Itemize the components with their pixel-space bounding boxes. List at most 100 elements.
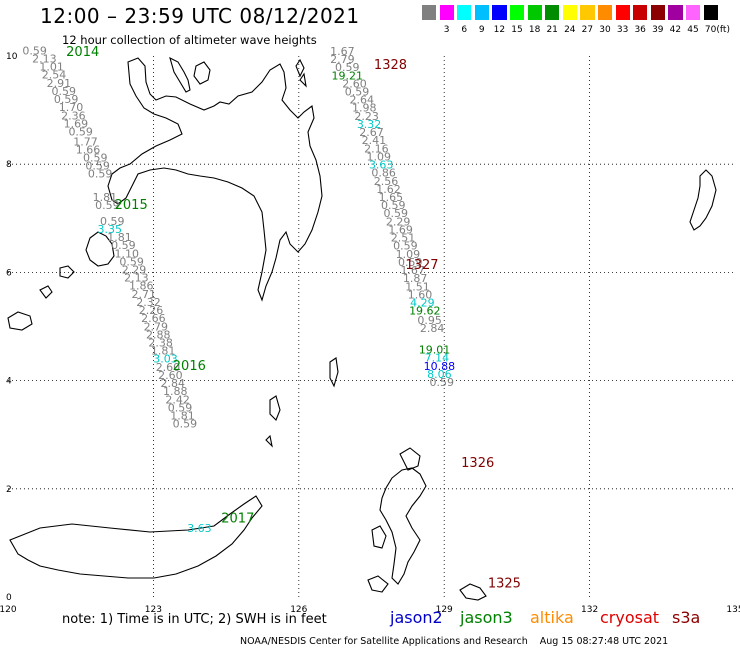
swh-value: 2.51 (391, 232, 416, 245)
legend-swatch (650, 5, 666, 20)
legend-label: 36 (634, 25, 646, 35)
legend-swatch (686, 5, 701, 20)
lat-tick-label: 8 (6, 160, 12, 170)
swh-value: 3.32 (357, 118, 382, 131)
swh-value: 2.42 (165, 393, 190, 406)
swh-value: 3.63 (187, 522, 212, 535)
legend-label: 3 (443, 25, 450, 35)
swh-value: 2.54 (42, 69, 67, 82)
swh-value: 10.88 (424, 360, 456, 373)
swh-value: 0.59 (85, 160, 110, 173)
swh-value: 1.77 (73, 135, 98, 148)
swh-value: 2.64 (350, 94, 375, 107)
swh-value: 2.29 (386, 215, 411, 228)
coastline-island-small-3 (299, 72, 307, 88)
swh-value: 1.87 (403, 272, 428, 285)
lat-tick-label: 4 (6, 377, 12, 387)
legend-label: 12 (493, 25, 506, 35)
swh-value: 0.59 (383, 207, 408, 220)
lon-tick-label: 135 (726, 605, 740, 615)
axis-tick-labels: 120 123 126 129 132 135 10 8 6 4 2 0 (0, 52, 740, 615)
lon-tick-label: 126 (290, 605, 307, 615)
pass-label: 1325 (488, 576, 521, 591)
swh-value: 1.51 (405, 280, 430, 293)
legend-label: 30 (599, 25, 611, 35)
swh-value: 1.60 (408, 288, 433, 301)
satellite-altika: altika (530, 608, 574, 627)
swh-value: 8.06 (427, 368, 452, 381)
coastline-talaud (329, 357, 339, 388)
swh-value: 1.09 (396, 248, 421, 261)
legend-swatch (545, 5, 560, 20)
swh-value: 2.91 (47, 77, 72, 90)
legend-swatch (562, 5, 578, 20)
lat-tick-label: 0 (6, 593, 12, 603)
swh-value: 1.10 (114, 247, 139, 260)
coastline-sangihe (269, 395, 281, 421)
swh-value: 1.67 (330, 45, 355, 58)
swh-value: 19.21 (332, 69, 364, 82)
swh-value: 1.09 (367, 150, 392, 163)
coastline-bacan (371, 525, 387, 549)
swh-value: 0.59 (83, 151, 108, 164)
swh-value: 2.60 (342, 77, 367, 90)
swh-value: 0.95 (417, 314, 442, 327)
swh-value: 2.23 (354, 110, 379, 123)
coastline-sulu-3 (7, 311, 33, 331)
lon-tick-label: 123 (145, 605, 162, 615)
coastline-island-small-2 (295, 58, 305, 78)
satellite-jason2: jason2 (390, 608, 443, 627)
lat-tick-label: 6 (6, 268, 12, 278)
swh-value: 19.62 (409, 305, 441, 318)
coastline-zamboanga (85, 231, 115, 267)
swh-value: 2.29 (122, 263, 147, 276)
swh-value: 2.60 (156, 361, 181, 374)
swh-value: 2.16 (364, 142, 389, 155)
pass-label: 2015 (115, 198, 148, 213)
swh-value: 1.70 (59, 101, 84, 114)
pass-label: 2017 (221, 511, 254, 526)
swh-value: 1.81 (107, 231, 132, 244)
swh-value: 2.79 (330, 53, 355, 66)
swh-value: 0.59 (381, 199, 406, 212)
swh-value: 0.59 (345, 85, 370, 98)
pass-label: 1328 (374, 58, 407, 73)
swh-value: 1.81 (170, 410, 195, 423)
swh-value: 0.59 (119, 255, 144, 268)
legend-swatch (668, 5, 683, 20)
pass-number-labels: 2014 2015 2016 2017 1328 1327 1326 1325 (66, 45, 521, 591)
legend-label: 33 (616, 25, 629, 35)
swh-value: 1.62 (376, 183, 401, 196)
swh-value: 2.60 (158, 369, 183, 382)
swh-value: 2.56 (374, 175, 399, 188)
swh-value: 19.01 (419, 344, 451, 357)
swh-value: 2.41 (362, 134, 387, 147)
coastline-halmahera (379, 467, 427, 585)
legend-label: 27 (581, 25, 594, 35)
swh-value: 1.67 (400, 264, 425, 277)
swh-value: 2.26 (139, 304, 164, 317)
legend-swatch (422, 5, 437, 20)
legend-swatch (580, 5, 595, 20)
coastline-obi (367, 575, 389, 593)
legend-swatch (703, 5, 718, 20)
swh-value: 2.67 (359, 126, 384, 139)
swh-value: 0.86 (371, 167, 396, 180)
legend-label: 15 (511, 25, 523, 35)
coastline-island-small-1 (193, 61, 211, 85)
swh-value: 1.86 (129, 280, 154, 293)
swh-value: 7.14 (425, 352, 450, 365)
swh-value: 2.13 (124, 272, 149, 285)
satellite-cryosat: cryosat (600, 608, 660, 627)
swh-value: 2.66 (141, 312, 166, 325)
legend-label: 70 (704, 25, 717, 35)
coastline-waigeo (459, 583, 487, 601)
legend-unit: (ft) (716, 25, 730, 35)
coastline-sulawesi (9, 495, 263, 579)
legend-swatch (598, 5, 613, 20)
swh-value: 1.65 (379, 191, 404, 204)
pass-label: 2016 (173, 359, 206, 374)
swh-value: 1.81 (93, 191, 118, 204)
credit-line: NOAA/NESDIS Center for Satellite Applica… (240, 636, 669, 647)
